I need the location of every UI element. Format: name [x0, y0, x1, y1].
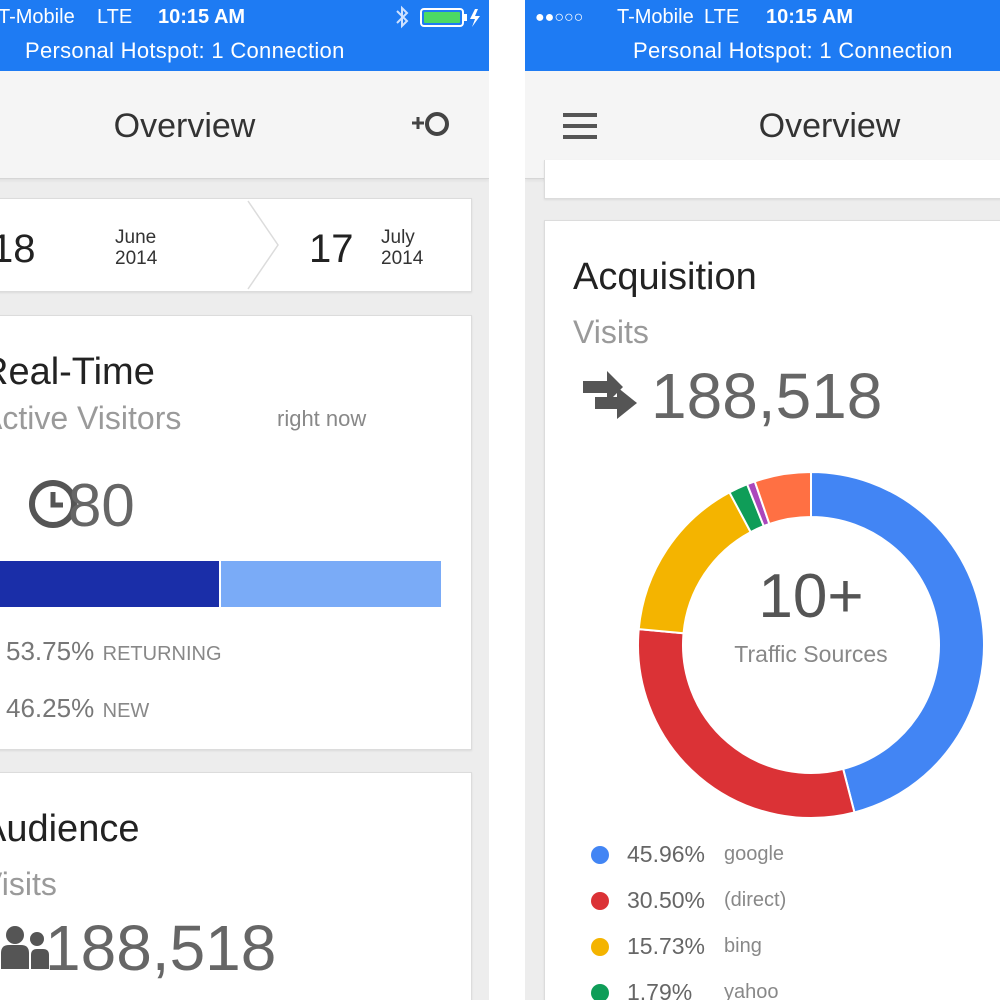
- bluetooth-icon: [394, 4, 410, 36]
- acquisition-title: Acquisition: [573, 256, 757, 298]
- returning-stat: 53.75% RETURNING: [6, 636, 222, 667]
- legend-source-name: (direct): [724, 889, 787, 911]
- realtime-title: Real-Time: [0, 351, 155, 393]
- donut-slice-other2[interactable]: [753, 470, 812, 526]
- returning-label: RETURNING: [102, 643, 222, 665]
- phone-screen-left: T-Mobile LTE 10:15 AM Personal Hotspot: …: [0, 0, 489, 1000]
- audience-title: Audience: [0, 808, 140, 850]
- new-stat: 46.25% NEW: [6, 693, 149, 724]
- chevron-right-icon: [246, 199, 282, 296]
- hotspot-banner[interactable]: Personal Hotspot: 1 Connection: [633, 38, 953, 63]
- end-day: 17: [309, 227, 354, 271]
- clock: 10:15 AM: [766, 6, 854, 28]
- donut-center-value: 10+: [758, 562, 864, 631]
- legend-pct: 15.73%: [627, 933, 706, 959]
- hotspot-banner[interactable]: Personal Hotspot: 1 Connection: [25, 38, 345, 63]
- new-label: NEW: [102, 700, 150, 722]
- legend-color-dot: [591, 892, 609, 910]
- carrier-label: T-Mobile: [617, 6, 694, 28]
- visitor-split-bar: [0, 561, 441, 607]
- legend-color-dot: [591, 846, 609, 864]
- menu-icon[interactable]: [563, 111, 597, 146]
- date-range-selector[interactable]: 18 June 2014 17 July 2014: [0, 198, 472, 292]
- end-month: July: [381, 227, 415, 248]
- legend-pct: 45.96%: [627, 841, 706, 867]
- phone-screen-right: ●●○○○ T-Mobile LTE 10:15 AM Personal Hot…: [525, 0, 1000, 1000]
- start-year: 2014: [115, 248, 158, 269]
- page-title: Overview: [758, 107, 901, 145]
- legend-color-dot: [591, 984, 609, 1000]
- status-bar: ●●○○○ T-Mobile LTE 10:15 AM Personal Hot…: [525, 0, 1000, 71]
- new-segment: [221, 561, 441, 607]
- signal-strength-icon: ●●○○○: [535, 9, 584, 26]
- carrier-label: T-Mobile: [0, 6, 75, 28]
- audience-visits-count: 188,518: [45, 912, 277, 984]
- nav-bar: Overview: [0, 71, 489, 179]
- clock-icon: [27, 478, 79, 535]
- clock: 10:15 AM: [158, 6, 246, 28]
- active-visitors-count: 80: [68, 472, 135, 539]
- battery-icon: [420, 7, 484, 35]
- realtime-card[interactable]: Real-Time Active Visitors right now 80 5…: [0, 315, 472, 750]
- end-year: 2014: [381, 248, 424, 269]
- legend-pct: 1.79%: [627, 979, 693, 1000]
- people-icon: [0, 921, 51, 978]
- realtime-subtitle-note: right now: [277, 406, 367, 431]
- legend-pct: 30.50%: [627, 887, 706, 913]
- transfer-arrows-icon: [581, 367, 641, 428]
- audience-subtitle: Visits: [0, 866, 57, 902]
- new-pct: 46.25%: [6, 693, 95, 723]
- legend-source-name: yahoo: [724, 981, 779, 1000]
- network-label: LTE: [704, 6, 740, 28]
- status-bar: T-Mobile LTE 10:15 AM Personal Hotspot: …: [0, 0, 489, 71]
- traffic-sources-donut: [637, 470, 985, 819]
- legend-source-name: google: [724, 843, 785, 865]
- legend-color-dot: [591, 938, 609, 956]
- legend-source-name: bing: [724, 935, 762, 957]
- audience-card[interactable]: Audience Visits 188,518: [0, 772, 472, 1000]
- start-month: June: [115, 227, 157, 248]
- donut-center-label: Traffic Sources: [734, 641, 888, 667]
- acquisition-visits-count: 188,518: [651, 360, 883, 432]
- returning-pct: 53.75%: [6, 636, 95, 666]
- acquisition-subtitle: Visits: [573, 314, 649, 350]
- network-label: LTE: [97, 6, 133, 28]
- previous-card-edge: [544, 160, 1000, 199]
- page-title: Overview: [113, 107, 256, 145]
- start-day: 18: [0, 227, 36, 271]
- acquisition-card[interactable]: Acquisition Visits 188,518 10+ Traffic S…: [544, 220, 1000, 1000]
- add-segment-icon[interactable]: [410, 107, 454, 148]
- donut-slice-google[interactable]: [810, 470, 985, 814]
- returning-segment: [0, 561, 219, 607]
- realtime-subtitle: Active Visitors: [0, 400, 182, 436]
